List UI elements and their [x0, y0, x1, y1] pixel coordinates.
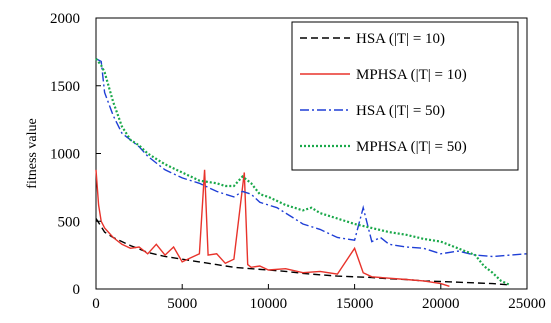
legend-label-3: MPHSA (|T| = 50) [356, 139, 467, 155]
y-tick-label: 2000 [50, 11, 80, 27]
x-axis: 0 5000 10000 15000 20000 25000 [92, 284, 546, 312]
x-tick-label: 25000 [508, 296, 546, 312]
y-tick-label: 1000 [50, 147, 80, 163]
x-tick-label: 15000 [336, 296, 374, 312]
series-line-1 [96, 170, 449, 286]
legend-label-1: MPHSA (|T| = 10) [356, 67, 467, 83]
x-tick-label: 20000 [422, 296, 460, 312]
legend-label-2: HSA (|T| = 50) [356, 103, 445, 119]
x-tick-label: 5000 [167, 296, 197, 312]
x-tick-label: 10000 [250, 296, 288, 312]
x-tick-label: 0 [92, 296, 100, 312]
y-axis: 0 500 1000 1500 2000 [50, 11, 101, 298]
y-axis-title: fitness value [25, 118, 40, 188]
series-line-0 [96, 219, 510, 285]
legend-label-0: HSA (|T| = 10) [356, 31, 445, 47]
legend: HSA (|T| = 10) MPHSA (|T| = 10) HSA (|T| =… [292, 22, 518, 170]
y-tick-label: 1500 [50, 79, 80, 95]
y-tick-label: 500 [58, 214, 81, 230]
y-tick-label: 0 [73, 282, 81, 298]
